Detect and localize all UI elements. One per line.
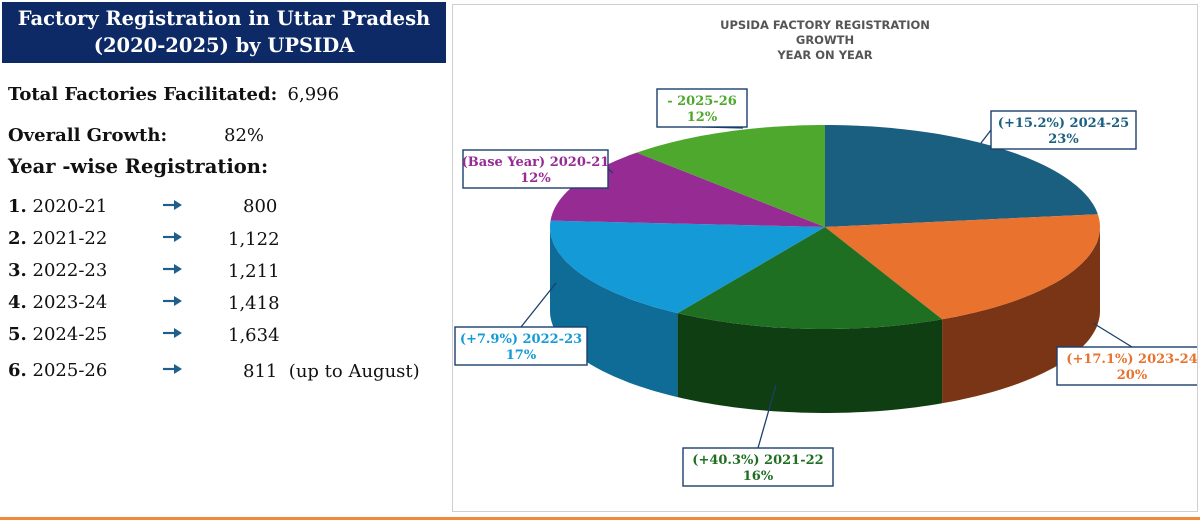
panel-title-line1: Factory Registration in Uttar Pradesh (17, 7, 431, 30)
row-year: 2021-22 (32, 228, 108, 249)
panel-title-line2: (2020-2025) by UPSIDA (93, 34, 355, 57)
pie-slice-3 (550, 220, 825, 314)
panel-title: Factory Registration in Uttar Pradesh (2… (2, 2, 446, 63)
chart-title-line1: UPSIDA FACTORY REGISTRATION (720, 18, 930, 32)
slice-label-name: (+15.2%) 2024-25 (998, 116, 1129, 131)
label-box (682, 447, 834, 487)
total-factories-label: Total Factories Facilitated: (8, 84, 278, 105)
pie-slice-1 (825, 214, 1100, 320)
pie-slice-2 (677, 227, 943, 329)
row-number: 6. (8, 360, 27, 381)
pie-slice-5 (636, 125, 825, 227)
slice-label-percent: 23% (1048, 132, 1079, 147)
leader-line (980, 129, 992, 144)
row-value: 1,418 (228, 293, 280, 314)
row-number: 2. (8, 228, 27, 249)
slice-label-name: (+40.3%) 2021-22 (692, 453, 823, 468)
leader-line (1092, 322, 1133, 348)
pie-slice-side-2 (677, 313, 943, 413)
label-box (1056, 346, 1200, 386)
row-year: 2020-21 (32, 196, 108, 217)
slice-label-name: (+17.1%) 2023-24 (1066, 352, 1197, 367)
leader-line (520, 282, 557, 328)
chart-title-line2: GROWTH (796, 33, 854, 47)
label-box (454, 326, 588, 366)
arrow-right-icon (163, 232, 182, 242)
row-value: 1,211 (228, 261, 280, 282)
slice-label-percent: 16% (743, 469, 774, 484)
leader-line (757, 384, 777, 449)
leader-line (607, 168, 614, 174)
row-number: 4. (8, 292, 27, 313)
chart-panel: UPSIDA FACTORY REGISTRATION GROWTH YEAR … (452, 4, 1200, 512)
row-value: 800 (243, 196, 278, 217)
label-box (990, 110, 1137, 150)
row-value: 1,122 (228, 229, 280, 250)
row-year: 2022-23 (32, 260, 108, 281)
arrow-right-icon (163, 264, 182, 274)
pie-slices (550, 125, 1100, 413)
slice-label-percent: 12% (687, 110, 718, 125)
slice-label-percent: 20% (1117, 368, 1148, 383)
row-number: 3. (8, 260, 27, 281)
slice-label-name: (+7.9%) 2022-23 (460, 332, 582, 347)
row-number: 1. (8, 196, 27, 217)
arrow-right-icon (163, 328, 182, 338)
row-year: 2023-24 (32, 292, 108, 313)
row-value: 1,634 (228, 325, 280, 346)
row-number: 5. (8, 324, 27, 345)
slice-label-name: - 2025-26 (667, 94, 737, 109)
slice-label-percent: 17% (506, 348, 537, 363)
pie-slice-4 (550, 152, 825, 227)
arrow-right-icon (163, 364, 182, 374)
overall-growth-value: 82% (224, 125, 265, 146)
total-factories-value: 6,996 (287, 84, 340, 105)
arrow-right-icon (163, 200, 182, 210)
pie-chart: UPSIDA FACTORY REGISTRATION GROWTH YEAR … (454, 18, 1200, 487)
footer-divider (0, 517, 1200, 520)
label-box (656, 88, 748, 128)
yearwise-heading: Year -wise Registration: (8, 155, 269, 178)
slice-label-name: (Base Year) 2020-21 (462, 155, 610, 170)
chart-title-line3: YEAR ON YEAR (776, 48, 872, 62)
row-value: 811 (up to August) (243, 361, 420, 382)
summary-panel: Factory Registration in Uttar Pradesh (2… (0, 0, 448, 512)
slice-label-percent: 12% (520, 171, 551, 186)
row-year: 2025-26 (32, 360, 108, 381)
label-box (462, 149, 609, 189)
overall-growth-label: Overall Growth: (8, 125, 168, 146)
total-factories: Total Factories Facilitated: 6,996 (8, 84, 339, 105)
pie-slice-0 (825, 125, 1098, 227)
arrow-right-icon (163, 296, 182, 306)
row-year: 2024-25 (32, 324, 108, 345)
